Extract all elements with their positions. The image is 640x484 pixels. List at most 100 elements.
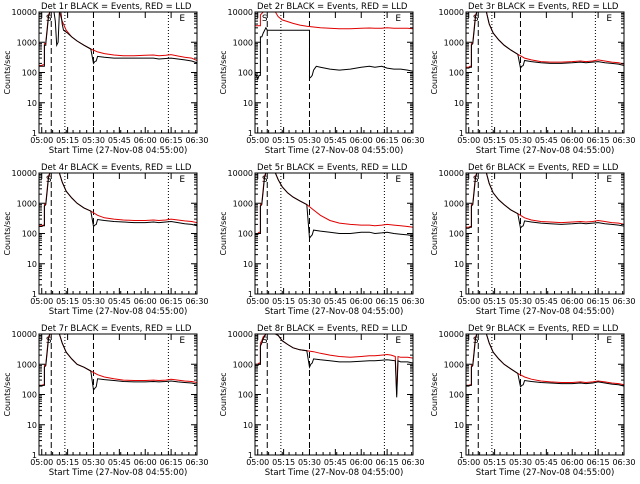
y-tick-label: 10000 <box>228 8 253 17</box>
panel-4: Det 4r BLACK = Events, RED = LLD S E 1 10 100… <box>3 163 209 317</box>
y-tick-label: 100 <box>22 391 37 400</box>
x-tick-label: 06:15 <box>160 136 183 145</box>
y-tick-label: 1 <box>248 290 253 299</box>
y-tick-label: 1000 <box>17 199 37 208</box>
y-tick-label: 100 <box>238 69 253 78</box>
start-marker-label: S <box>262 175 268 185</box>
red-series-line <box>255 12 413 30</box>
y-tick-label: 100 <box>449 230 464 239</box>
y-tick-label: 100 <box>449 391 464 400</box>
panel-title: Det 1r BLACK = Events, RED = LLD <box>41 2 192 12</box>
panel-title: Det 7r BLACK = Events, RED = LLD <box>41 324 192 334</box>
x-tick-label: 06:30 <box>612 136 635 145</box>
x-tick-label: 05:30 <box>298 136 321 145</box>
panel-title: Det 9r BLACK = Events, RED = LLD <box>468 324 619 334</box>
x-tick-label: 05:00 <box>30 297 53 306</box>
red-series-line <box>255 334 413 395</box>
x-tick-label: 06:15 <box>376 458 399 467</box>
y-tick-label: 100 <box>238 391 253 400</box>
y-tick-label: 10 <box>243 260 253 269</box>
x-tick-label: 05:30 <box>509 297 532 306</box>
x-tick-label: 06:30 <box>185 136 208 145</box>
x-tick-label: 05:00 <box>457 136 480 145</box>
x-tick-label: 05:15 <box>483 458 506 467</box>
y-tick-label: 1000 <box>444 38 464 47</box>
panel-2: Det 2r BLACK = Events, RED = LLD S E 1 10 100… <box>219 2 425 156</box>
y-tick-label: 1000 <box>17 360 37 369</box>
x-tick-label: 05:45 <box>108 458 131 467</box>
x-tick-label: 05:30 <box>82 458 105 467</box>
y-tick-label: 1 <box>248 451 253 460</box>
red-series-line <box>39 334 197 386</box>
y-axis-label: Counts/sec <box>3 372 12 416</box>
y-tick-label: 10000 <box>12 169 37 178</box>
black-series-line <box>466 334 624 388</box>
y-tick-label: 100 <box>22 230 37 239</box>
panel-8: Det 8r BLACK = Events, RED = LLD S E 1 10 100… <box>219 324 425 478</box>
end-marker-label: E <box>395 336 401 346</box>
y-axis-label: Counts/sec <box>3 50 12 94</box>
y-tick-label: 10000 <box>12 8 37 17</box>
plot-frame <box>254 172 414 295</box>
black-series-line <box>466 12 624 70</box>
x-tick-label: 06:00 <box>350 297 373 306</box>
panel-title: Det 6r BLACK = Events, RED = LLD <box>468 163 619 173</box>
x-tick-label: 06:30 <box>401 458 424 467</box>
y-tick-label: 10 <box>243 99 253 108</box>
plot-frame <box>465 333 625 456</box>
x-tick-label: 05:30 <box>509 136 532 145</box>
y-tick-label: 1 <box>459 290 464 299</box>
x-tick-label: 05:00 <box>246 458 269 467</box>
y-tick-label: 1 <box>459 129 464 138</box>
x-tick-label: 06:15 <box>376 136 399 145</box>
x-tick-label: 05:00 <box>246 136 269 145</box>
x-tick-label: 05:30 <box>298 458 321 467</box>
x-tick-label: 05:00 <box>30 458 53 467</box>
x-axis-label: Start Time (27-Nov-08 04:55:00) <box>49 307 188 317</box>
x-tick-label: 05:45 <box>324 297 347 306</box>
x-tick-label: 05:45 <box>535 136 558 145</box>
end-marker-label: E <box>606 336 612 346</box>
start-marker-label: S <box>46 336 52 346</box>
plot-frame <box>465 172 625 295</box>
x-tick-label: 05:15 <box>56 136 79 145</box>
panel-1: Det 1r BLACK = Events, RED = LLD S E 1 10 100… <box>3 2 209 156</box>
x-tick-label: 05:15 <box>56 458 79 467</box>
x-axis-label: Start Time (27-Nov-08 04:55:00) <box>476 307 615 317</box>
x-tick-label: 06:15 <box>587 297 610 306</box>
plot-frame <box>254 333 414 456</box>
x-tick-label: 05:30 <box>82 297 105 306</box>
x-tick-label: 06:00 <box>350 136 373 145</box>
y-tick-label: 10 <box>243 421 253 430</box>
end-marker-label: E <box>179 336 185 346</box>
black-series-line <box>255 173 413 240</box>
y-tick-label: 1 <box>248 129 253 138</box>
black-series-line <box>255 334 413 398</box>
x-tick-label: 05:45 <box>535 297 558 306</box>
x-tick-label: 05:30 <box>298 297 321 306</box>
red-series-line <box>39 12 197 66</box>
y-axis-label: Counts/sec <box>430 372 439 416</box>
black-series-line <box>466 173 624 230</box>
x-tick-label: 06:15 <box>376 297 399 306</box>
red-series-line <box>466 12 624 68</box>
x-axis-label: Start Time (27-Nov-08 04:55:00) <box>476 468 615 478</box>
black-series-line <box>39 173 197 228</box>
x-axis-label: Start Time (27-Nov-08 04:55:00) <box>49 146 188 156</box>
panel-5: Det 5r BLACK = Events, RED = LLD S E 1 10 100… <box>219 163 425 317</box>
y-tick-label: 1000 <box>233 360 253 369</box>
end-marker-label: E <box>179 14 185 24</box>
x-tick-label: 06:30 <box>612 458 635 467</box>
x-tick-label: 06:00 <box>134 458 157 467</box>
x-tick-label: 06:30 <box>185 297 208 306</box>
y-axis-label: Counts/sec <box>3 211 12 255</box>
y-tick-label: 10 <box>27 99 37 108</box>
x-tick-label: 06:30 <box>612 297 635 306</box>
panel-6: Det 6r BLACK = Events, RED = LLD S E 1 10 100… <box>430 163 636 317</box>
y-tick-label: 100 <box>238 230 253 239</box>
y-tick-label: 100 <box>22 69 37 78</box>
start-marker-label: S <box>473 175 479 185</box>
x-tick-label: 05:00 <box>246 297 269 306</box>
panel-title: Det 8r BLACK = Events, RED = LLD <box>257 324 408 334</box>
